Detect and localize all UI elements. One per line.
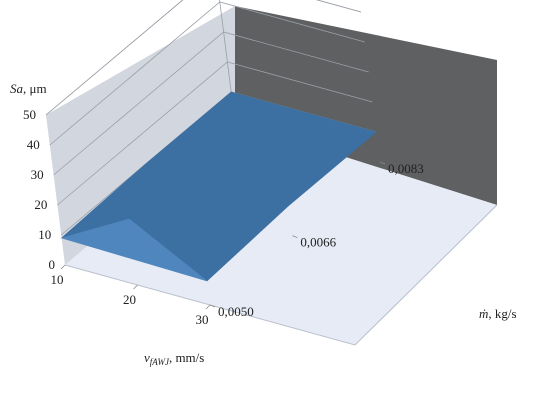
z-axis-title: Sa, μm (10, 81, 47, 96)
z-tick-label: 0 (49, 257, 56, 272)
y-tick-mark (209, 304, 216, 308)
z-tick-label: 20 (34, 197, 47, 212)
x-tick-label: 20 (123, 292, 136, 307)
y-tick-mark (292, 235, 298, 239)
surface-peak-facet (60, 218, 208, 282)
x-tick-label: 30 (196, 312, 209, 327)
y-axis-title: ṁ, kg/s (479, 306, 517, 321)
x-tick-mark (60, 264, 66, 270)
x-tick-mark (205, 304, 211, 310)
x-tick-label: 10 (51, 272, 64, 287)
y-tick-label: 0,0066 (300, 235, 336, 250)
y-tick-mark (379, 161, 386, 165)
floor-front-edge (64, 204, 498, 346)
x-tick-mark (133, 284, 138, 290)
y-tick-label: 0,0083 (388, 161, 424, 176)
surface (60, 91, 377, 282)
z-tick-label: 10 (38, 227, 51, 242)
x-axis-title: vfAWJ, mm/s (144, 350, 204, 367)
z-tick-label: 50 (23, 107, 36, 122)
wall-top-edge (45, 0, 362, 116)
z-tick-label: 30 (31, 167, 44, 182)
z-tick-label: 40 (27, 137, 40, 152)
back-wall (235, 6, 497, 205)
y-tick-label: 0,0050 (218, 304, 254, 319)
